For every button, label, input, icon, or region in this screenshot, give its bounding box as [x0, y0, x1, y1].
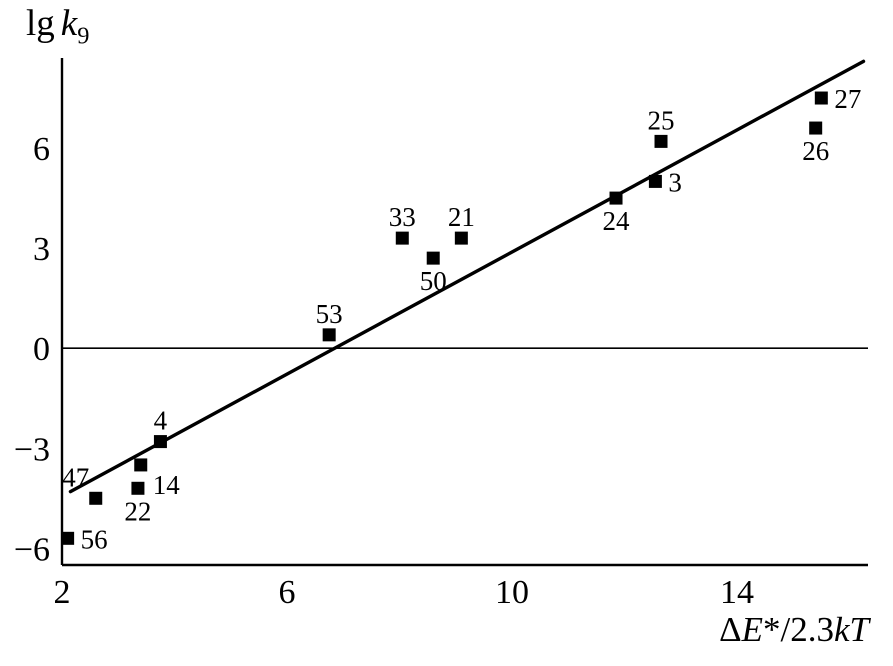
- data-point-marker: [426, 251, 440, 265]
- data-point-label: 4: [154, 406, 168, 436]
- data-point-marker: [153, 435, 167, 449]
- data-point-marker: [61, 531, 75, 545]
- data-point-marker: [322, 328, 336, 342]
- data-point-label: 27: [834, 84, 861, 114]
- data-point-label: 56: [81, 524, 108, 554]
- x-tick-label: 14: [720, 574, 754, 611]
- data-point-label: 14: [153, 470, 181, 500]
- y-tick-label: 3: [33, 231, 50, 268]
- x-tick-label: 6: [278, 574, 295, 611]
- data-point-marker: [809, 121, 823, 135]
- data-point-label: 22: [124, 496, 151, 526]
- data-point-marker: [131, 481, 145, 495]
- data-point-marker: [134, 458, 148, 472]
- data-point-marker: [609, 191, 623, 205]
- y-axis-label-symbol: k: [60, 3, 78, 44]
- data-point-label: 24: [603, 206, 631, 236]
- y-tick-label: 6: [33, 131, 50, 168]
- regression-line: [68, 59, 866, 494]
- x-tick-label: 2: [54, 574, 71, 611]
- data-point-label: 25: [648, 105, 675, 135]
- y-axis-label-prefix: lg: [26, 3, 55, 44]
- data-point-label: 53: [316, 299, 343, 329]
- x-tick-label: 10: [495, 574, 529, 611]
- data-point-label: 47: [62, 462, 89, 492]
- x-axis-label-suffix: kT: [834, 610, 869, 649]
- x-axis-label: ΔE*/2.3kT: [719, 610, 869, 650]
- y-tick-label: −6: [14, 531, 50, 568]
- x-axis-label-delta: Δ: [719, 610, 742, 649]
- data-point-marker: [648, 174, 662, 188]
- x-axis-label-middle: */2.3: [763, 610, 834, 649]
- y-tick-label: 0: [33, 331, 50, 368]
- data-point-label: 21: [448, 202, 475, 232]
- data-point-label: 33: [389, 202, 416, 232]
- data-point-label: 26: [802, 136, 829, 166]
- data-point-marker: [89, 491, 103, 505]
- data-point-marker: [454, 231, 468, 245]
- data-point-marker: [814, 91, 828, 105]
- y-axis-label: lg k9: [26, 2, 89, 50]
- data-point-label: 3: [668, 167, 682, 197]
- y-tick-label: −3: [14, 431, 50, 468]
- y-axis-label-subscript: 9: [77, 22, 90, 50]
- data-point-label: 50: [420, 266, 447, 296]
- data-point-marker: [395, 231, 409, 245]
- data-point-marker: [654, 134, 668, 148]
- x-axis-label-symbol: E: [741, 610, 764, 649]
